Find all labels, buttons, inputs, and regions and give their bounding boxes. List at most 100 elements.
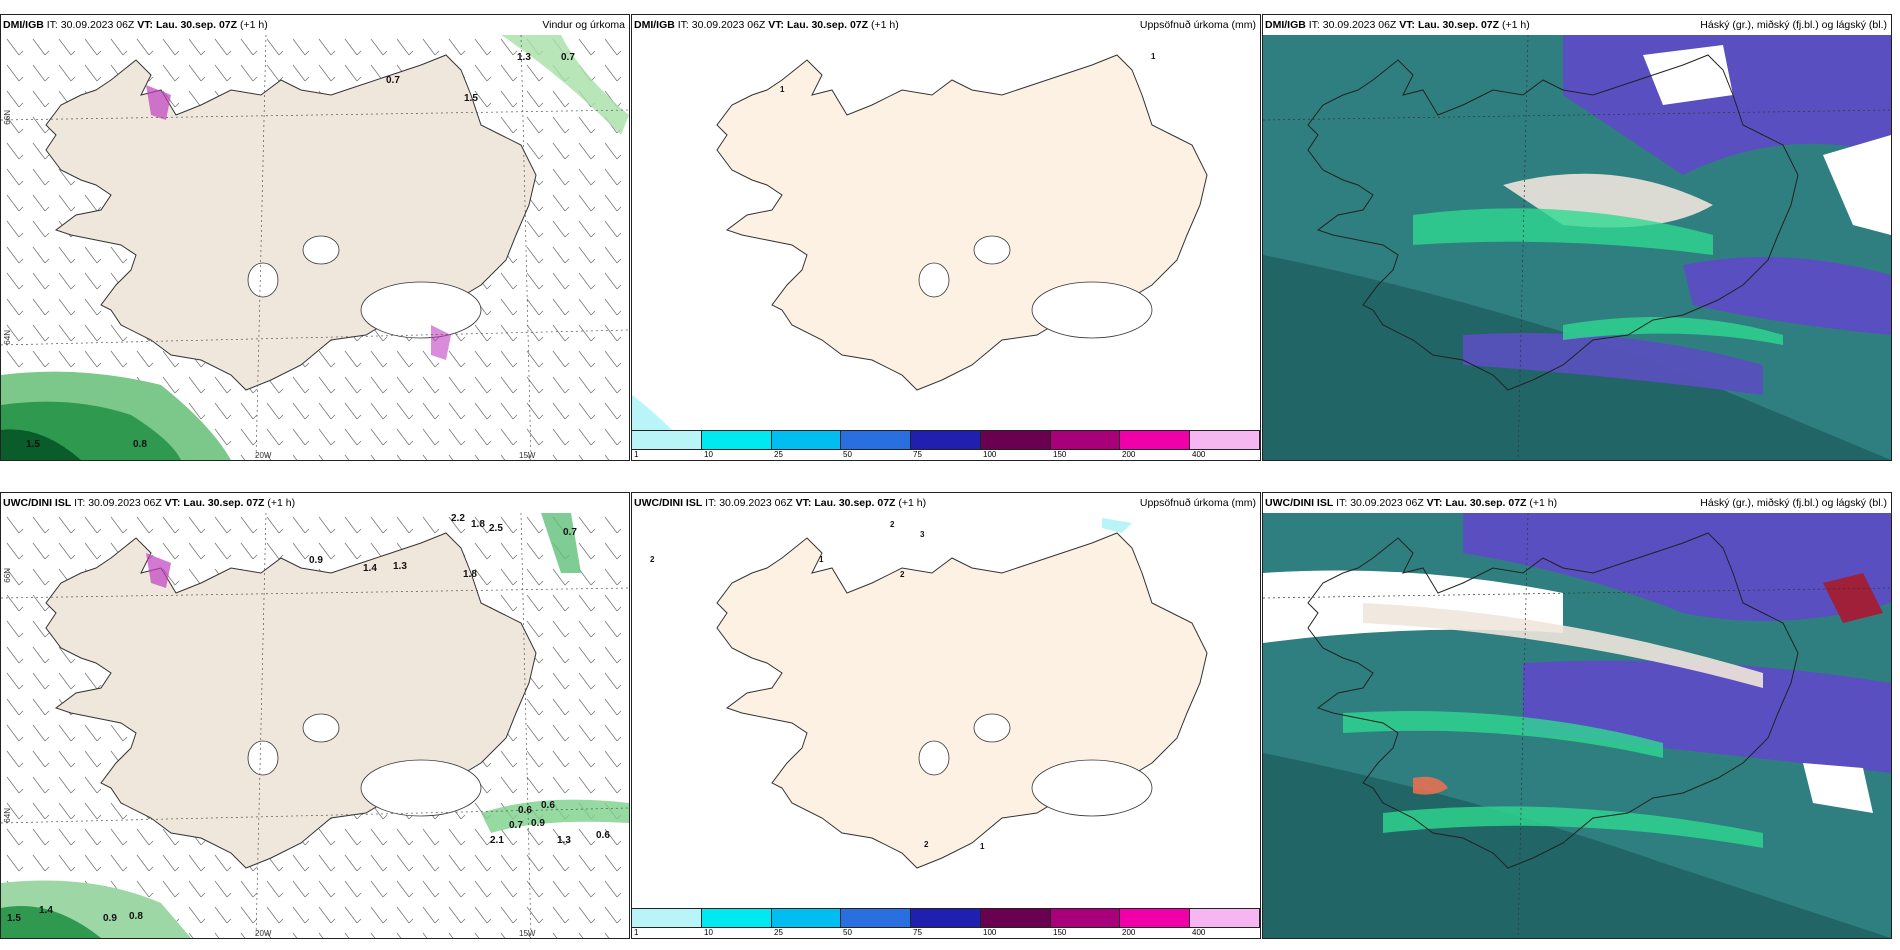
valid-time: Lau. 30.sep. 07Z bbox=[814, 497, 896, 509]
map-area[interactable] bbox=[1, 35, 629, 460]
lat-label-64n: 64N bbox=[3, 330, 12, 345]
vt-label: VT: bbox=[137, 19, 154, 31]
panel-header: UWC/DINI ISL IT: 30.09.2023 06Z VT: Lau.… bbox=[1, 493, 629, 513]
lon-label-15w: 15W bbox=[519, 451, 536, 460]
panel-wind-precip-uwc: UWC/DINI ISL IT: 30.09.2023 06Z VT: Lau.… bbox=[0, 492, 630, 939]
init-time: 30.09.2023 06Z bbox=[1350, 497, 1424, 509]
vt-label: VT: bbox=[795, 497, 812, 509]
colorbar-swatch bbox=[980, 431, 1051, 449]
lead-time: (+1 h) bbox=[898, 497, 927, 509]
precip-label: 1.4 bbox=[363, 563, 377, 574]
precip-label: 0.7 bbox=[386, 75, 400, 86]
precip-label: 1.3 bbox=[557, 835, 571, 846]
init-time: 30.09.2023 06Z bbox=[691, 19, 766, 31]
precip-label: 0.6 bbox=[596, 830, 610, 841]
lat-label-66n: 66N bbox=[3, 110, 12, 125]
panel-header: DMI/IGB IT: 30.09.2023 06Z VT: Lau. 30.s… bbox=[1, 15, 629, 35]
panel-accum-precip-dmi: DMI/IGB IT: 30.09.2023 06Z VT: Lau. 30.s… bbox=[631, 14, 1261, 461]
precip-label: 2.5 bbox=[489, 523, 503, 534]
panel-header: DMI/IGB IT: 30.09.2023 06Z VT: Lau. 30.s… bbox=[1263, 15, 1891, 35]
panel-header: UWC/DINI ISL IT: 30.09.2023 06Z VT: Lau.… bbox=[1263, 493, 1891, 513]
it-label: IT: bbox=[46, 19, 58, 31]
colorbar-swatch bbox=[911, 431, 981, 449]
model-name: DMI/IGB bbox=[1265, 19, 1306, 31]
accum-label: 2 bbox=[924, 840, 929, 849]
lon-label-15w: 15W bbox=[519, 929, 536, 938]
colorbar-swatch bbox=[701, 909, 772, 927]
colorbar-tick: 10 bbox=[704, 928, 713, 937]
colorbar-tick: 400 bbox=[1192, 928, 1206, 937]
colorbar-tick: 1 bbox=[634, 450, 639, 459]
colorbar-tick: 150 bbox=[1053, 928, 1067, 937]
lon-label-20w: 20W bbox=[255, 451, 272, 460]
colorbar-swatch bbox=[1120, 431, 1191, 449]
vt-label: VT: bbox=[1399, 19, 1416, 31]
model-name: UWC/DINI ISL bbox=[1265, 497, 1334, 509]
lead-time: (+1 h) bbox=[1501, 19, 1530, 31]
colorbar-swatch bbox=[841, 431, 912, 449]
panel-header: UWC/DINI ISL IT: 30.09.2023 06Z VT: Lau.… bbox=[632, 493, 1260, 513]
colorbar-swatch bbox=[1190, 431, 1260, 449]
colorbar-tick: 200 bbox=[1122, 450, 1136, 459]
map-area[interactable] bbox=[1, 513, 629, 938]
model-name: DMI/IGB bbox=[634, 19, 675, 31]
colorbar-tick: 100 bbox=[983, 928, 997, 937]
precip-label: 0.7 bbox=[561, 52, 575, 63]
map-area[interactable] bbox=[1263, 513, 1891, 938]
colorbar-tick: 400 bbox=[1192, 450, 1206, 459]
precip-label: 0.7 bbox=[509, 820, 523, 831]
precip-label: 2.1 bbox=[490, 835, 504, 846]
colorbar-ticks: 1 10 25 50 75 100 150 200 400 bbox=[632, 928, 1260, 938]
lead-time: (+1 h) bbox=[239, 19, 268, 31]
colorbar-swatch bbox=[1050, 909, 1121, 927]
precip-label: 0.8 bbox=[133, 439, 147, 450]
lead-time: (+1 h) bbox=[267, 497, 296, 509]
map-area[interactable] bbox=[632, 35, 1260, 460]
accum-label: 1 bbox=[780, 85, 785, 94]
colorbar-tick: 75 bbox=[913, 928, 922, 937]
accum-label: 1 bbox=[980, 842, 985, 851]
panel-header: DMI/IGB IT: 30.09.2023 06Z VT: Lau. 30.s… bbox=[632, 15, 1260, 35]
colorbar-swatches bbox=[632, 908, 1260, 928]
accum-label: 2 bbox=[900, 570, 905, 579]
map-area[interactable] bbox=[1263, 35, 1891, 460]
colorbar-tick: 1 bbox=[634, 928, 639, 937]
valid-time: Lau. 30.sep. 07Z bbox=[1417, 19, 1500, 31]
map-area[interactable] bbox=[632, 513, 1260, 938]
precip-label: 1.8 bbox=[471, 519, 485, 530]
lon-label-20w: 20W bbox=[255, 929, 272, 938]
valid-time: Lau. 30.sep. 07Z bbox=[155, 19, 238, 31]
it-label: IT: bbox=[677, 19, 689, 31]
colorbar-swatch bbox=[841, 909, 912, 927]
colorbar-swatch bbox=[632, 909, 702, 927]
precip-label: 0.7 bbox=[563, 527, 577, 538]
it-label: IT: bbox=[74, 497, 86, 509]
valid-time: Lau. 30.sep. 07Z bbox=[1445, 497, 1527, 509]
model-name: UWC/DINI ISL bbox=[3, 497, 72, 509]
precip-label: 0.9 bbox=[309, 555, 323, 566]
precip-label: 0.6 bbox=[541, 800, 555, 811]
precip-label: 0.9 bbox=[531, 818, 545, 829]
precip-label: 1.8 bbox=[463, 569, 477, 580]
panel-title: Háský (gr.), miðský (fj.bl.) og lágský (… bbox=[1700, 497, 1887, 509]
colorbar-swatch bbox=[911, 909, 981, 927]
accum-label: 1 bbox=[819, 555, 824, 564]
precip-label: 0.9 bbox=[103, 913, 117, 924]
colorbar-swatch bbox=[771, 909, 842, 927]
precip-label: 1.5 bbox=[7, 913, 21, 924]
precip-label: 2.2 bbox=[451, 513, 465, 524]
vt-label: VT: bbox=[1426, 497, 1443, 509]
colorbar-swatch bbox=[980, 909, 1051, 927]
precip-label: 1.3 bbox=[517, 52, 531, 63]
lat-label-66n: 66N bbox=[3, 568, 12, 583]
valid-time: Lau. 30.sep. 07Z bbox=[786, 19, 869, 31]
colorbar-tick: 100 bbox=[983, 450, 997, 459]
lead-time: (+1 h) bbox=[1529, 497, 1558, 509]
model-name: UWC/DINI ISL bbox=[634, 497, 703, 509]
colorbar-swatch bbox=[1050, 431, 1121, 449]
lead-time: (+1 h) bbox=[870, 19, 899, 31]
accum-label: 3 bbox=[920, 530, 925, 539]
vt-label: VT: bbox=[768, 19, 785, 31]
it-label: IT: bbox=[1308, 19, 1320, 31]
colorbar-tick: 150 bbox=[1053, 450, 1067, 459]
